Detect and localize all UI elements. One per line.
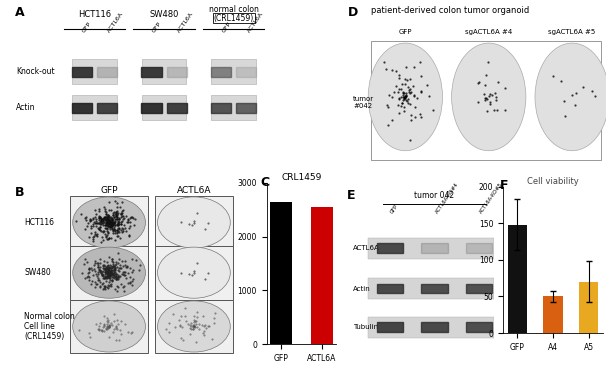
Bar xyxy=(72,95,116,120)
Ellipse shape xyxy=(73,197,145,248)
Bar xyxy=(507,225,527,333)
Text: GFP: GFP xyxy=(390,203,400,214)
Bar xyxy=(211,103,231,113)
Bar xyxy=(97,103,117,113)
Text: D: D xyxy=(348,6,358,19)
Ellipse shape xyxy=(451,43,526,151)
Text: sgACTL6A #4: sgACTL6A #4 xyxy=(465,29,512,36)
Ellipse shape xyxy=(158,197,230,248)
Ellipse shape xyxy=(158,247,230,298)
Bar xyxy=(543,296,563,333)
Text: Tubulin: Tubulin xyxy=(353,324,378,330)
Bar xyxy=(376,243,404,253)
Bar xyxy=(155,195,233,249)
Bar xyxy=(141,103,162,113)
Text: GFP: GFP xyxy=(152,20,162,33)
Bar xyxy=(236,67,256,77)
Text: B: B xyxy=(15,186,24,199)
Text: GFP: GFP xyxy=(221,20,232,33)
Text: SW480: SW480 xyxy=(149,10,179,19)
Text: Actin: Actin xyxy=(16,103,36,112)
Text: GFP: GFP xyxy=(82,20,93,33)
Bar xyxy=(421,284,448,294)
Text: F: F xyxy=(500,179,508,193)
Text: ACTL6A: ACTL6A xyxy=(353,245,379,251)
Bar xyxy=(70,246,148,299)
Bar xyxy=(465,284,493,294)
Ellipse shape xyxy=(368,43,442,151)
Bar xyxy=(70,299,148,354)
Text: sgACTL6A #5: sgACTL6A #5 xyxy=(548,29,596,36)
Text: HCT116: HCT116 xyxy=(24,218,55,227)
Text: tumor 042: tumor 042 xyxy=(415,191,454,200)
Text: ACTL6A-KO#4: ACTL6A-KO#4 xyxy=(435,181,460,214)
Bar xyxy=(72,67,92,77)
Text: E: E xyxy=(347,189,355,202)
Bar xyxy=(368,278,494,299)
Text: ACTL6A: ACTL6A xyxy=(176,11,195,33)
Text: ACTL6A: ACTL6A xyxy=(177,186,211,195)
Bar xyxy=(371,41,601,160)
Text: HCT116: HCT116 xyxy=(78,10,111,19)
Text: A: A xyxy=(15,6,24,19)
Text: tumor
#042: tumor #042 xyxy=(353,96,375,109)
Bar xyxy=(211,95,256,120)
Bar xyxy=(97,67,117,77)
Bar xyxy=(167,67,187,77)
Bar xyxy=(579,282,598,333)
Ellipse shape xyxy=(73,301,145,352)
Bar xyxy=(155,299,233,354)
Bar xyxy=(376,284,404,294)
Bar xyxy=(465,322,493,332)
Bar xyxy=(72,59,116,85)
Bar xyxy=(421,243,448,253)
Bar xyxy=(70,195,148,249)
Bar xyxy=(167,103,187,113)
Text: Actin: Actin xyxy=(353,285,371,292)
Title: CRL1459: CRL1459 xyxy=(281,173,322,182)
Bar xyxy=(465,243,493,253)
Ellipse shape xyxy=(535,43,606,151)
Text: (CRL1459): (CRL1459) xyxy=(213,14,254,22)
Bar xyxy=(72,103,92,113)
Text: normal colon: normal colon xyxy=(209,4,259,14)
Text: ACTL6A: ACTL6A xyxy=(246,11,264,33)
Bar xyxy=(141,67,162,77)
Bar xyxy=(368,238,494,259)
Title: Cell viability: Cell viability xyxy=(527,177,579,186)
Bar xyxy=(236,103,256,113)
Bar xyxy=(421,322,448,332)
Bar xyxy=(142,59,187,85)
Ellipse shape xyxy=(73,247,145,298)
Text: Normal colon
Cell line
(CRL1459): Normal colon Cell line (CRL1459) xyxy=(24,311,75,341)
Bar xyxy=(368,317,494,338)
Bar xyxy=(142,95,187,120)
Bar xyxy=(211,59,256,85)
Bar xyxy=(270,202,292,344)
Bar xyxy=(155,246,233,299)
Text: GFP: GFP xyxy=(399,29,412,36)
Text: C: C xyxy=(261,176,270,189)
Text: GFP: GFP xyxy=(101,186,118,195)
Bar xyxy=(311,207,333,344)
Text: ACTL6A: ACTL6A xyxy=(107,11,125,33)
Bar xyxy=(211,67,231,77)
Ellipse shape xyxy=(158,301,230,352)
Text: Knock-out: Knock-out xyxy=(16,67,55,76)
Bar xyxy=(376,322,404,332)
Text: SW480: SW480 xyxy=(24,268,51,277)
Text: patient-derived colon tumor organoid: patient-derived colon tumor organoid xyxy=(371,6,530,15)
Text: ACTL6A-KO#5: ACTL6A-KO#5 xyxy=(479,181,504,214)
